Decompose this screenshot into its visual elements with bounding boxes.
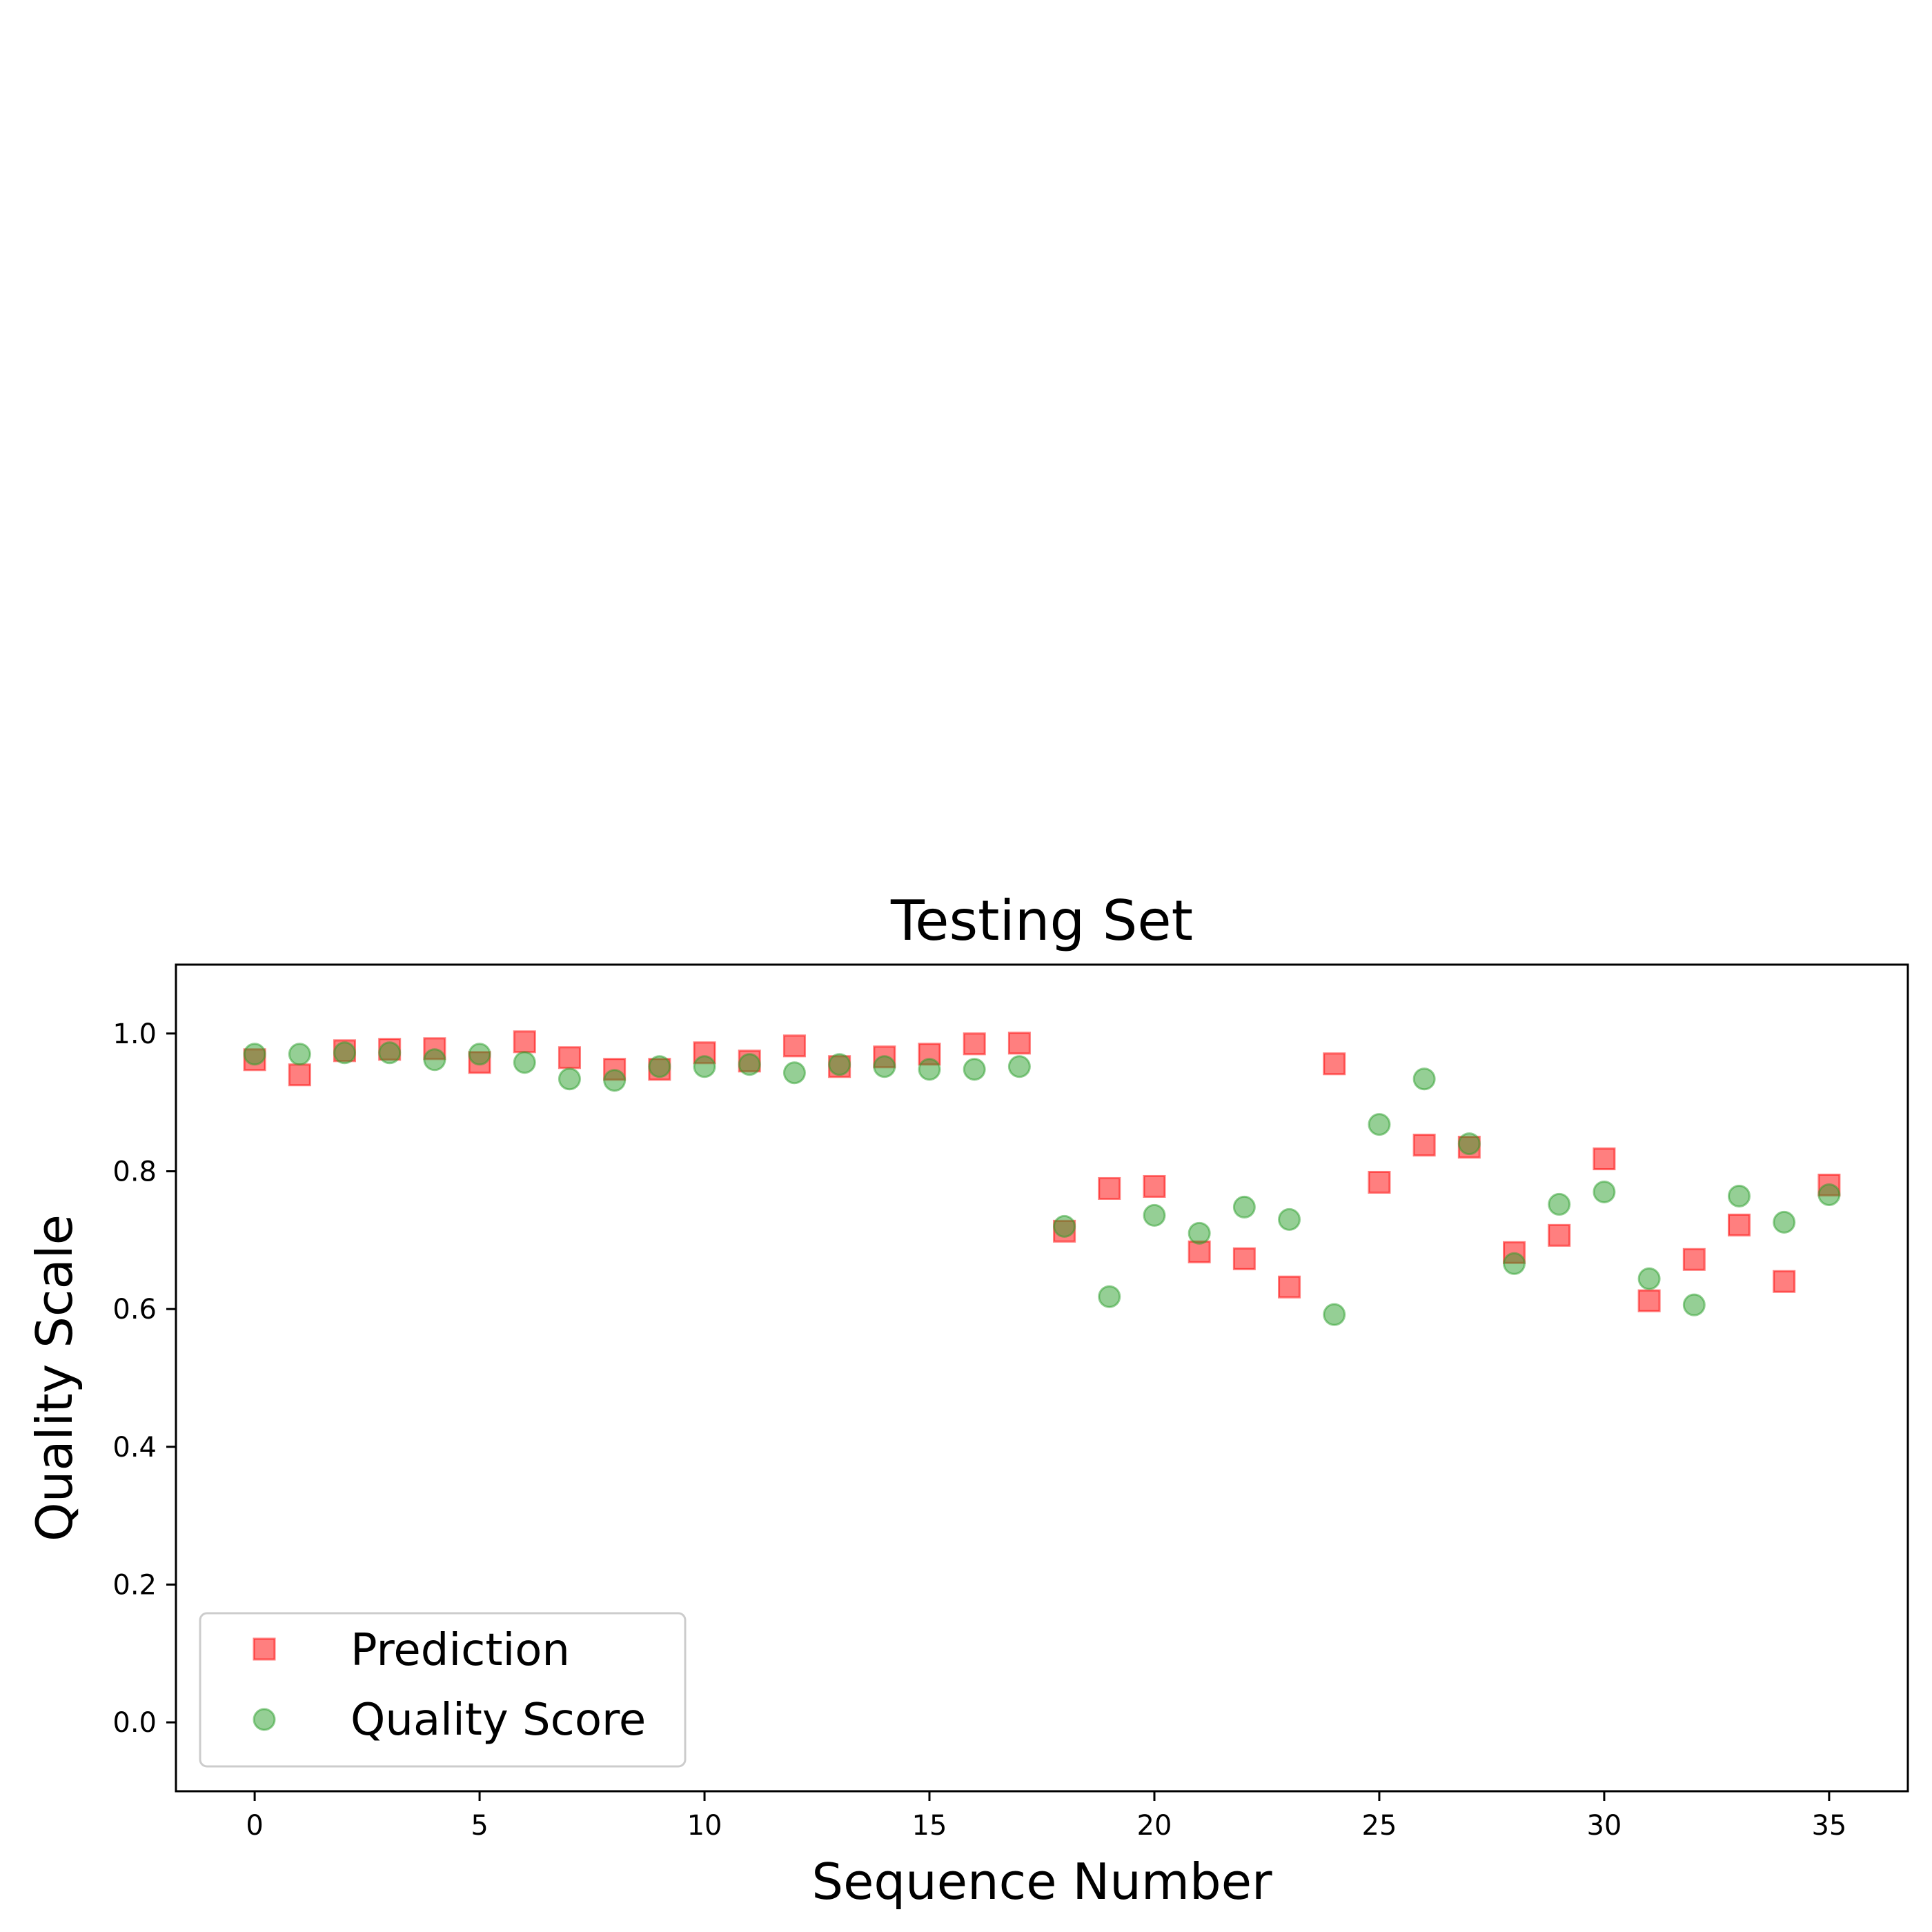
quality-score-point xyxy=(1368,1113,1391,1136)
x-axis-label: Sequence Number xyxy=(811,1853,1272,1911)
quality-score-point xyxy=(333,1041,356,1065)
quality-score-point xyxy=(468,1043,491,1066)
prediction-point xyxy=(1007,1032,1031,1055)
quality-score-point xyxy=(1682,1293,1706,1317)
prediction-point xyxy=(1593,1147,1616,1171)
y-tick-label: 0.6 xyxy=(112,1294,157,1325)
prediction-point xyxy=(1098,1176,1121,1200)
data-marks xyxy=(243,1030,1841,1326)
quality-score-point xyxy=(1728,1184,1751,1208)
chart-title: Testing Set xyxy=(890,889,1193,953)
prediction-point xyxy=(1728,1213,1751,1236)
prediction-point xyxy=(1412,1134,1436,1157)
quality-score-point xyxy=(1143,1203,1166,1227)
x-tick-label: 0 xyxy=(246,1810,263,1842)
quality-score-point xyxy=(1457,1132,1481,1156)
prediction-point xyxy=(963,1032,986,1056)
quality-score-point xyxy=(1007,1055,1031,1078)
y-tick-label: 1.0 xyxy=(112,1018,157,1050)
x-tick-label: 5 xyxy=(471,1810,488,1842)
quality-score-point xyxy=(1773,1210,1796,1234)
quality-score-point xyxy=(288,1043,311,1066)
quality-score-point xyxy=(1637,1267,1661,1290)
quality-score-point xyxy=(558,1067,581,1091)
quality-score-point xyxy=(1548,1192,1571,1216)
legend-marker-prediction xyxy=(253,1637,276,1661)
legend-label-quality-score: Quality Score xyxy=(351,1695,646,1746)
plot-area-frame xyxy=(175,963,1909,1793)
axis-ticks: 0 5 10 15 20 25 30 35 0.0 0.2 0.4 0.6 0.8 1.0 xyxy=(112,1018,1846,1842)
x-tick-label: 30 xyxy=(1586,1810,1621,1842)
quality-score-point xyxy=(513,1051,536,1074)
quality-score-point xyxy=(738,1053,761,1076)
prediction-point xyxy=(1232,1247,1256,1270)
quality-score-point xyxy=(1593,1180,1616,1203)
quality-score-point xyxy=(918,1058,941,1081)
legend: Prediction Quality Score xyxy=(199,1612,687,1768)
quality-score-point xyxy=(963,1058,986,1081)
series-quality-score xyxy=(243,1041,1841,1326)
quality-score-point xyxy=(1503,1252,1526,1275)
quality-score-point xyxy=(1412,1067,1436,1091)
prediction-point xyxy=(1682,1248,1706,1271)
legend-marker-quality-score xyxy=(253,1708,276,1731)
x-tick-label: 35 xyxy=(1811,1810,1846,1842)
x-tick-label: 10 xyxy=(687,1810,722,1842)
quality-score-point xyxy=(1323,1303,1346,1326)
quality-score-point xyxy=(1232,1195,1256,1219)
quality-score-point xyxy=(828,1053,851,1076)
prediction-point xyxy=(513,1030,536,1054)
y-axis-label: Quality Scale xyxy=(26,1214,83,1541)
prediction-point xyxy=(1637,1289,1661,1312)
quality-score-point xyxy=(1278,1208,1301,1231)
quality-score-point xyxy=(1053,1214,1076,1238)
legend-frame xyxy=(199,1612,687,1768)
prediction-point xyxy=(1773,1270,1796,1293)
prediction-point xyxy=(782,1034,806,1058)
prediction-point xyxy=(1368,1170,1391,1194)
y-tick-label: 0.4 xyxy=(112,1432,157,1463)
prediction-point xyxy=(558,1046,581,1070)
prediction-point xyxy=(1548,1223,1571,1247)
prediction-point xyxy=(1278,1275,1301,1299)
y-tick-label: 0.8 xyxy=(112,1156,157,1188)
quality-score-point xyxy=(648,1055,671,1078)
prediction-point xyxy=(1323,1052,1346,1076)
x-tick-label: 25 xyxy=(1362,1810,1397,1842)
quality-score-point xyxy=(243,1043,266,1066)
quality-score-point xyxy=(603,1069,627,1092)
x-tick-label: 15 xyxy=(912,1810,947,1842)
prediction-point xyxy=(288,1063,311,1087)
quality-score-point xyxy=(693,1055,716,1078)
quality-score-point xyxy=(873,1055,896,1078)
y-tick-label: 0.2 xyxy=(112,1570,157,1601)
quality-score-point xyxy=(378,1041,402,1065)
prediction-point xyxy=(1143,1174,1166,1198)
quality-score-point xyxy=(1187,1221,1211,1245)
legend-label-prediction: Prediction xyxy=(351,1625,570,1676)
quality-score-point xyxy=(423,1048,446,1072)
quality-score-point xyxy=(1817,1183,1841,1206)
quality-score-point xyxy=(1098,1285,1121,1308)
x-tick-label: 20 xyxy=(1137,1810,1172,1842)
y-tick-label: 0.0 xyxy=(112,1707,157,1739)
quality-score-point xyxy=(782,1061,806,1085)
